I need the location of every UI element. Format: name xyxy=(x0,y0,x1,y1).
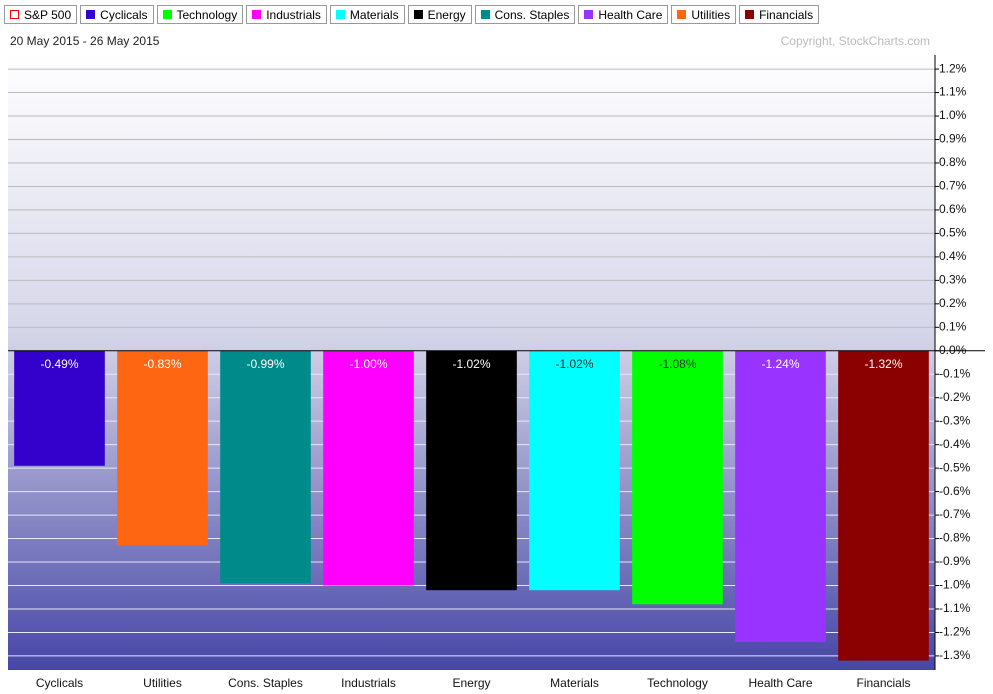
data-label: -0.49% xyxy=(40,357,78,371)
y-tick-label: -0.2% xyxy=(939,390,971,404)
x-tick-label: Energy xyxy=(452,676,490,690)
y-tick-label: -0.8% xyxy=(939,531,971,545)
y-tick-label: 0.9% xyxy=(939,132,967,146)
y-tick-label: 0.4% xyxy=(939,249,967,263)
legend-label: S&P 500 xyxy=(24,7,72,22)
data-label: -1.02% xyxy=(555,357,593,371)
bar xyxy=(323,350,414,586)
y-tick-label: 1.1% xyxy=(939,85,967,99)
y-tick-label: -0.4% xyxy=(939,437,971,451)
y-tick-label: -1.3% xyxy=(939,648,971,662)
legend-swatch xyxy=(677,10,687,19)
legend: S&P 500 Cyclicals Technology Industrials Mat… xyxy=(4,5,820,24)
legend-label: Financials xyxy=(759,7,814,22)
legend-label: Cons. Staples xyxy=(494,7,570,22)
legend-item[interactable]: S&P 500 xyxy=(4,5,78,24)
legend-item[interactable]: Cons. Staples xyxy=(474,5,576,24)
data-label: -0.99% xyxy=(246,357,284,371)
x-tick-label: Materials xyxy=(550,676,599,690)
legend-swatch xyxy=(480,10,490,19)
y-tick-label: 0.6% xyxy=(939,202,967,216)
y-tick-label: 0.3% xyxy=(939,273,967,287)
data-label: -1.24% xyxy=(761,357,799,371)
data-label: -0.83% xyxy=(143,357,181,371)
bar xyxy=(426,350,517,591)
legend-swatch xyxy=(584,10,594,19)
x-tick-label: Financials xyxy=(856,676,910,690)
x-tick-label: Industrials xyxy=(341,676,396,690)
data-label: -1.32% xyxy=(864,357,902,371)
y-tick-label: -1.0% xyxy=(939,578,971,592)
y-tick-label: -1.2% xyxy=(939,625,971,639)
legend-label: Utilities xyxy=(691,7,731,22)
x-tick-label: Health Care xyxy=(748,676,812,690)
y-tick-label: -0.3% xyxy=(939,413,971,427)
bar xyxy=(117,350,208,546)
y-tick-label: 0.0% xyxy=(939,343,967,357)
bar xyxy=(735,350,826,642)
y-tick-label: 1.2% xyxy=(939,61,967,75)
x-tick-label: Cons. Staples xyxy=(228,676,303,690)
x-tick-label: Cyclicals xyxy=(36,676,83,690)
legend-swatch xyxy=(335,10,345,19)
date-range: 20 May 2015 - 26 May 2015 xyxy=(10,34,160,48)
data-label: -1.08% xyxy=(658,357,696,371)
legend-item[interactable]: Cyclicals xyxy=(80,5,154,24)
legend-item[interactable]: Energy xyxy=(407,5,472,24)
legend-item[interactable]: Industrials xyxy=(246,5,327,24)
legend-swatch xyxy=(252,10,262,19)
y-tick-label: -0.1% xyxy=(939,366,971,380)
legend-swatch xyxy=(413,10,423,19)
legend-label: Materials xyxy=(349,7,399,22)
legend-item[interactable]: Financials xyxy=(739,5,820,24)
y-tick-label: 0.5% xyxy=(939,226,967,240)
bar xyxy=(529,350,620,591)
legend-item[interactable]: Materials xyxy=(329,5,405,24)
x-tick-label: Technology xyxy=(647,676,708,690)
y-tick-label: 0.1% xyxy=(939,319,967,333)
legend-label: Health Care xyxy=(598,7,663,22)
y-tick-label: -0.9% xyxy=(939,554,971,568)
bar xyxy=(838,350,929,661)
legend-label: Cyclicals xyxy=(100,7,148,22)
y-tick-label: 0.8% xyxy=(939,155,967,169)
legend-swatch xyxy=(10,10,19,19)
y-tick-label: -0.6% xyxy=(939,484,971,498)
copyright: Copyright, StockCharts.com xyxy=(781,34,930,48)
bar xyxy=(632,350,723,605)
y-tick-label: 0.7% xyxy=(939,179,967,193)
bar xyxy=(14,350,105,466)
y-tick-label: 0.2% xyxy=(939,296,967,310)
data-label: -1.00% xyxy=(349,357,387,371)
legend-label: Technology xyxy=(176,7,238,22)
y-tick-label: -0.7% xyxy=(939,507,971,521)
legend-swatch xyxy=(162,10,172,19)
y-tick-label: -1.1% xyxy=(939,601,971,615)
y-tick-label: 1.0% xyxy=(939,108,967,122)
legend-item[interactable]: Utilities xyxy=(671,5,737,24)
legend-swatch xyxy=(86,10,96,19)
x-tick-label: Utilities xyxy=(143,676,182,690)
data-label: -1.02% xyxy=(452,357,490,371)
legend-swatch xyxy=(745,10,755,19)
legend-label: Energy xyxy=(427,7,466,22)
bar xyxy=(220,350,311,584)
legend-item[interactable]: Health Care xyxy=(578,5,669,24)
legend-item[interactable]: Technology xyxy=(156,5,244,24)
legend-label: Industrials xyxy=(266,7,321,22)
y-tick-label: -0.5% xyxy=(939,460,971,474)
